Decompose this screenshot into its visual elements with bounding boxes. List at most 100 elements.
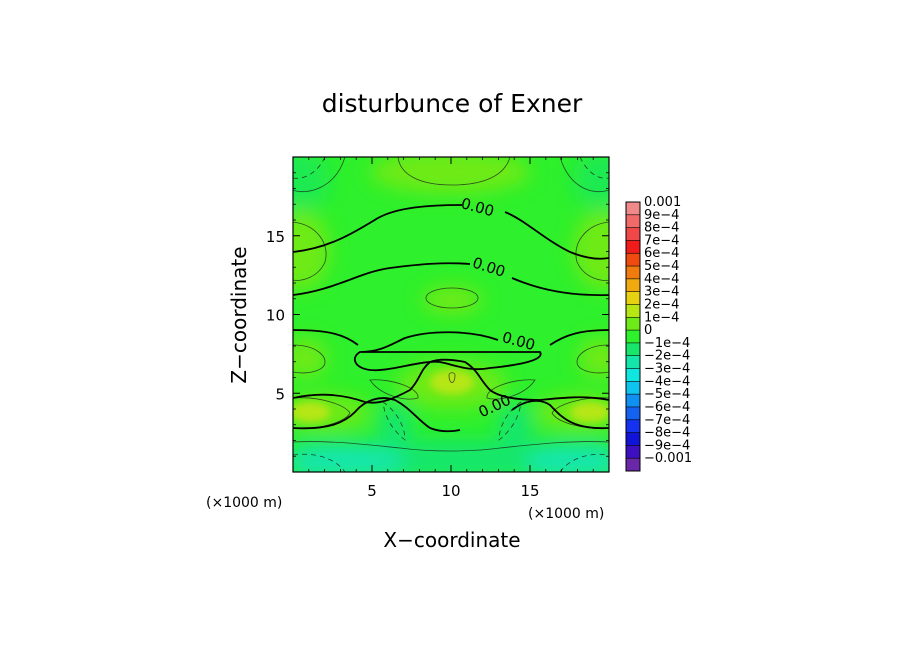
field-strong-center <box>430 370 474 394</box>
thin-contour-right-upper <box>575 221 609 281</box>
colorbar-label: −5e−4 <box>644 387 690 402</box>
colorbar-swatch <box>626 330 640 343</box>
colorbar: 0.0019e−48e−47e−46e−45e−44e−43e−42e−41e−… <box>625 195 692 472</box>
plot-area: 0.000.000.000.00 <box>293 157 609 472</box>
zero-contour-3-side <box>293 329 359 346</box>
colorbar-label: 9e−4 <box>644 208 679 223</box>
field-positive-center <box>422 286 482 314</box>
colorbar-label: 8e−4 <box>644 221 679 236</box>
dashed-contour-bottom-left <box>293 453 346 472</box>
zero-contours <box>293 204 609 433</box>
dashed-contour-top-right <box>579 157 609 179</box>
zero-contour-3 <box>353 331 542 372</box>
dashed-contours <box>293 157 609 472</box>
colorbar-swatch <box>626 291 640 305</box>
dashed-contour-left-low <box>382 401 406 441</box>
colorbar-swatch <box>626 381 640 395</box>
colorbar-label: −9e−4 <box>644 438 690 453</box>
dashed-contour-top-left <box>293 157 326 179</box>
colorbar-swatch <box>626 394 640 407</box>
colorbar-label: 4e−4 <box>644 272 679 287</box>
thin-contours <box>293 157 609 452</box>
field-strong-right <box>570 402 609 422</box>
colorbar-label: 0 <box>644 323 652 338</box>
dashed-contour-right-low <box>498 401 522 441</box>
colorbar-label: 1e−4 <box>644 310 679 325</box>
colorbar-swatch <box>626 202 640 215</box>
colorbar-frame <box>625 201 641 472</box>
field-negative-top-right <box>573 157 609 210</box>
dashed-contour-bottom-right <box>559 453 609 472</box>
field-negative-right-mid <box>497 403 533 447</box>
colorbar-label: 0.001 <box>644 195 681 210</box>
zero-contour-4 <box>293 358 609 404</box>
colorbar-swatch <box>626 266 640 279</box>
x-axis-unit: (×1000 m) <box>206 495 282 511</box>
x-axis-label: X−coordinate <box>383 528 520 552</box>
field-positive-left-mid <box>293 338 327 378</box>
colorbar-swatch <box>626 342 640 356</box>
colorbar-label: 7e−4 <box>644 233 679 248</box>
colorbar-label: −2e−4 <box>644 349 690 364</box>
colorbar-swatch <box>626 368 640 382</box>
zero-contour-3-side-right <box>549 329 609 346</box>
field-negative-top-left <box>293 157 330 210</box>
thin-contour-top-right <box>559 157 609 193</box>
colorbar-label: −8e−4 <box>644 426 690 441</box>
colorbar-swatch <box>626 317 640 331</box>
thin-contour-top <box>397 157 511 186</box>
thin-contour-right-band <box>486 379 536 400</box>
zero-contour-5 <box>293 397 609 433</box>
colorbar-swatch <box>626 214 640 228</box>
field-negative-bottom-center <box>293 446 405 472</box>
y-axis: 5 10 15 <box>266 172 609 457</box>
colorbar-label: 6e−4 <box>644 246 679 261</box>
thin-contour-left-mid <box>293 344 326 374</box>
y-tick-label: 15 <box>266 228 285 246</box>
chart-title: disturbunce of Exner <box>322 89 583 118</box>
thin-contour-top-left <box>293 157 346 193</box>
thin-contour-center-small <box>448 372 456 383</box>
y-tick-label: 10 <box>266 307 285 325</box>
thin-contour-bottom <box>293 441 609 452</box>
field-strong-left <box>293 402 330 422</box>
colorbar-swatch <box>626 278 640 292</box>
field-positive-top <box>370 157 530 194</box>
colorbar-label: −7e−4 <box>644 413 690 428</box>
colorbar-label: 5e−4 <box>644 259 679 274</box>
colorbar-swatch <box>626 458 640 471</box>
colorbar-swatch <box>626 227 640 241</box>
thin-contour-right-mid <box>576 344 609 374</box>
y-axis-unit: (×1000 m) <box>528 506 604 522</box>
colorbar-swatch <box>626 355 640 369</box>
thin-contour-center <box>425 287 479 309</box>
thin-contour-left-band <box>369 379 419 400</box>
colorbar-label: −4e−4 <box>644 374 690 389</box>
thin-contour-left-upper <box>293 221 327 281</box>
colorbar-label: 3e−4 <box>644 285 679 300</box>
colorbar-swatch <box>626 240 640 254</box>
colorbar-label: 2e−4 <box>644 297 679 312</box>
field-strong-patches <box>293 370 609 422</box>
colorbar-swatch <box>626 419 640 433</box>
x-axis: 5 10 15 <box>308 157 594 500</box>
zero-contour-2 <box>293 262 609 296</box>
field-negative-left-mid <box>377 403 413 447</box>
x-tick-label: 5 <box>367 482 377 500</box>
field-positive-right-upper <box>573 210 609 290</box>
colorbar-swatch <box>626 253 640 267</box>
field-negative-bottom-right <box>525 446 609 472</box>
y-tick-label: 5 <box>275 385 285 403</box>
field-positive-right-mid <box>578 338 609 378</box>
colorbar-label: −0.001 <box>644 451 692 466</box>
colorbar-label: −6e−4 <box>644 400 690 415</box>
colorbar-swatch <box>626 432 640 446</box>
x-tick-label: 15 <box>520 482 539 500</box>
y-axis-label: Z−coordinate <box>227 246 251 383</box>
x-tick-label: 10 <box>441 482 460 500</box>
colorbar-swatch <box>626 304 640 318</box>
colorbar-label: −3e−4 <box>644 362 690 377</box>
field-positive-left-upper <box>293 210 330 290</box>
zero-contour-1 <box>293 204 609 260</box>
